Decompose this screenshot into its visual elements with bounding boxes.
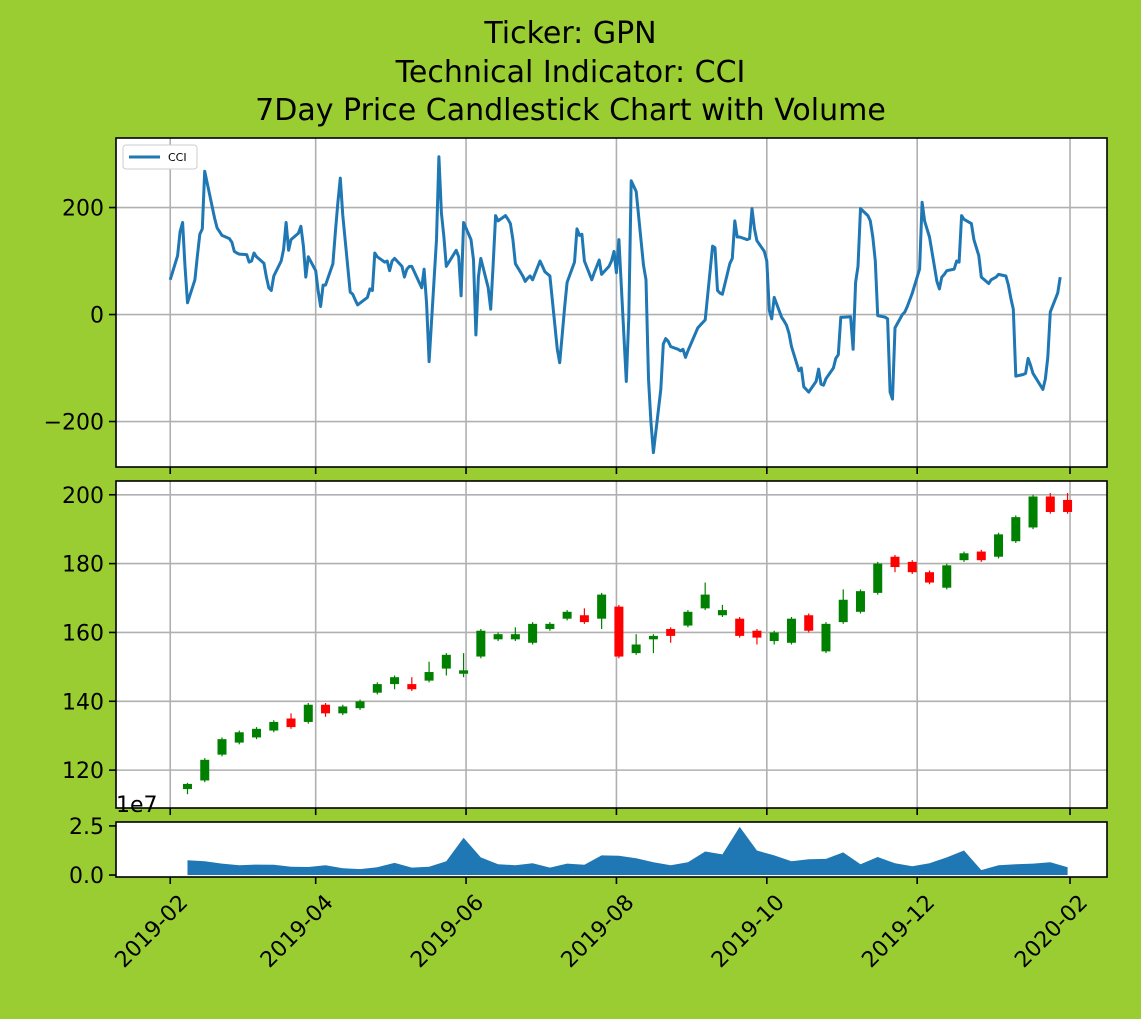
candle-body xyxy=(372,684,382,693)
candle-body xyxy=(752,630,762,638)
candle-body xyxy=(200,759,210,781)
candle-body xyxy=(286,718,296,728)
x-axis-tick-label-4: 2019-10 xyxy=(707,890,790,973)
x-axis-tick-label-6: 2020-02 xyxy=(1010,890,1093,973)
candle-body xyxy=(994,534,1004,557)
x-axis-tick-label-1: 2019-04 xyxy=(256,890,339,973)
candle-body xyxy=(804,615,814,631)
cci-panel-frame xyxy=(115,137,1108,468)
x-axis-tick-label-2: 2019-06 xyxy=(406,890,489,973)
candle-body xyxy=(786,618,796,643)
candle-body xyxy=(1045,496,1055,512)
candle-body xyxy=(528,623,538,643)
candle-body xyxy=(355,701,365,709)
candle-body xyxy=(390,677,400,685)
candle-body xyxy=(683,611,693,626)
candle-body xyxy=(1063,499,1073,512)
volume-panel-ytick-label-0: 2.5 xyxy=(69,815,104,840)
price-panel-frame xyxy=(115,480,1108,809)
candle-body xyxy=(493,634,503,640)
candle-body xyxy=(873,563,883,593)
candle-body xyxy=(252,728,262,738)
candle-body xyxy=(821,623,831,652)
candle-body xyxy=(321,704,331,714)
candle-body xyxy=(717,610,727,616)
candle-body xyxy=(476,630,486,657)
candle-body xyxy=(234,732,244,743)
candle-body xyxy=(459,670,469,674)
volume-offset-label: 1e7 xyxy=(116,793,158,818)
candle-body xyxy=(424,672,434,681)
candle-body xyxy=(182,783,192,790)
chart-title-line-2: Technical Indicator: CCI xyxy=(395,55,746,90)
price-panel-ytick-label-1: 140 xyxy=(62,690,104,715)
candle-body xyxy=(597,594,607,619)
chart-title-line-1: Ticker: GPN xyxy=(484,16,657,51)
candle-body xyxy=(303,704,313,722)
candle-body xyxy=(890,556,900,568)
candle-body xyxy=(441,654,451,669)
candle-body xyxy=(579,615,589,623)
candle-body xyxy=(510,634,520,640)
candle-body xyxy=(648,635,658,640)
cci-panel-ytick-label-0: 200 xyxy=(62,197,104,222)
chart-title-line-3: 7Day Price Candlestick Chart with Volume xyxy=(255,93,886,128)
candle-body xyxy=(700,594,710,609)
cci-panel-background xyxy=(116,138,1107,467)
candle-body xyxy=(942,565,952,588)
price-panel-ytick-label-4: 200 xyxy=(62,484,104,509)
cci-legend-label: CCI xyxy=(168,151,187,164)
candle-body xyxy=(1028,496,1038,528)
candle-body xyxy=(407,684,417,690)
cci-panel-ytick-label-2: −200 xyxy=(44,411,104,436)
candle-body xyxy=(545,623,555,630)
candle-body xyxy=(925,572,935,583)
candle-body xyxy=(631,644,641,654)
candle-body xyxy=(338,706,348,714)
candle-body xyxy=(976,551,986,561)
volume-area xyxy=(187,826,1068,875)
candle-body xyxy=(269,721,279,731)
candle-body xyxy=(217,739,227,755)
price-panel-background xyxy=(116,481,1107,808)
x-axis-tick-label-3: 2019-08 xyxy=(557,890,640,973)
cci-panel-ytick-label-1: 0 xyxy=(90,304,104,329)
candle-body xyxy=(855,591,865,612)
price-panel-ytick-label-3: 180 xyxy=(62,553,104,578)
cci-line xyxy=(168,155,1062,455)
candle-body xyxy=(562,611,572,619)
x-axis-tick-label-5: 2019-12 xyxy=(857,890,940,973)
candle-body xyxy=(735,618,745,636)
candle-body xyxy=(666,629,676,636)
candle-body xyxy=(838,599,848,623)
x-axis-tick-label-0: 2019-02 xyxy=(111,890,194,973)
volume-panel-frame xyxy=(115,821,1108,878)
candle-body xyxy=(1011,517,1021,542)
candle-body xyxy=(907,561,917,573)
price-panel-ytick-label-0: 120 xyxy=(62,759,104,784)
candle-body xyxy=(959,553,969,561)
candle-body xyxy=(769,632,779,642)
volume-panel-ytick-label-1: 0.0 xyxy=(69,864,104,889)
price-panel-ytick-label-2: 160 xyxy=(62,621,104,646)
candle-body xyxy=(614,606,624,657)
